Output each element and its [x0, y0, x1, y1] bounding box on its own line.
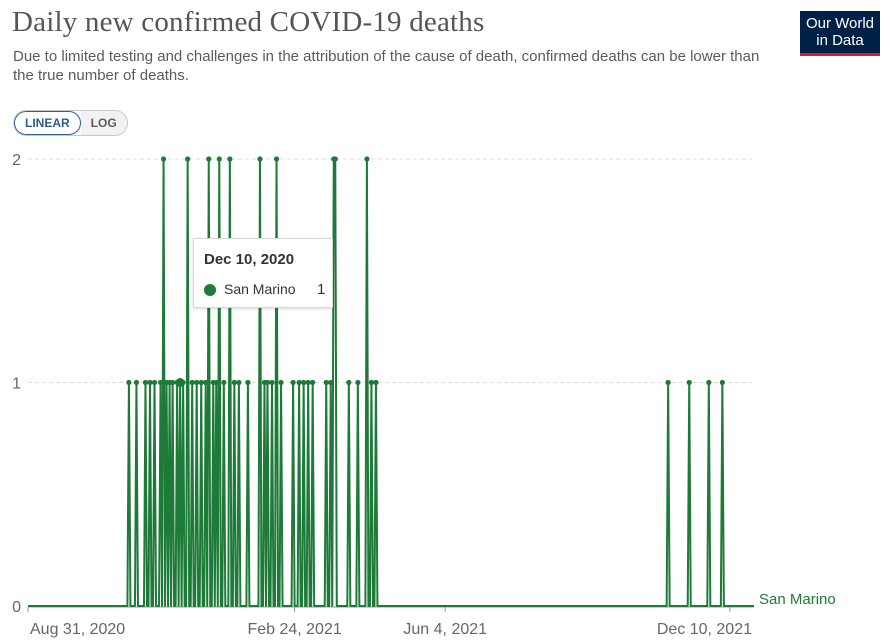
data-point-2021-03-20: [328, 379, 334, 386]
data-point-2020-12-29: [206, 156, 212, 162]
chart-title: Daily new confirmed COVID-19 deaths: [12, 6, 485, 38]
data-point-2021-01-12: [227, 156, 233, 162]
data-point-2021-02-15: [278, 379, 284, 386]
logo-line-2: in Data: [816, 32, 864, 49]
series-end-label: San Marino: [759, 591, 836, 608]
data-point-2020-12-18: [189, 379, 195, 386]
data-point-2021-11-26: [706, 379, 712, 386]
data-point-2020-11-11: [133, 379, 140, 386]
hover-tooltip: Dec 10, 2020 San Marino 1: [193, 238, 333, 308]
y-axis-ticks: 0 1 2: [12, 152, 21, 616]
data-point-2021-04-01: [346, 379, 352, 386]
data-point-2020-11-29: [160, 156, 167, 162]
tooltip-value: 1: [317, 281, 326, 298]
data-point-2020-12-12: [180, 379, 186, 386]
data-point-2021-02-27: [296, 379, 302, 386]
data-point-2021-10-30: [665, 379, 671, 386]
data-point-2020-11-20: [147, 379, 153, 386]
x-tick-label-3: Dec 10, 2021: [657, 621, 752, 638]
data-point-2020-11-17: [142, 379, 149, 386]
data-point-2020-11-06: [126, 379, 132, 386]
data-point-2021-03-05: [305, 379, 311, 386]
data-point-2021-04-13: [364, 156, 370, 162]
data-point-2021-03-08: [310, 379, 316, 386]
data-point-2021-01-05: [216, 156, 222, 162]
y-tick-label-0: 0: [12, 599, 21, 616]
grid-lines: [28, 158, 752, 383]
x-tick-label-2: Jun 4, 2021: [403, 621, 487, 638]
data-point-2021-04-07: [355, 379, 361, 386]
y-tick-label-1: 1: [12, 376, 21, 393]
data-point-2020-12-15: [185, 156, 191, 162]
data-point-2021-01-08: [221, 379, 227, 386]
logo-line-1: Our World: [805, 15, 875, 32]
data-point-2021-02-06: [264, 379, 271, 386]
series-san-marino: San Marino: [28, 156, 836, 608]
tooltip-series-name: San Marino: [224, 281, 296, 297]
owid-logo[interactable]: Our World in Data: [800, 11, 880, 56]
tooltip-date: Dec 10, 2020: [204, 251, 295, 268]
x-axis-ticks: Aug 31, 2020 Feb 24, 2021 Jun 4, 2021 Dec 1…: [27, 606, 754, 638]
data-point-2021-01-03: [213, 379, 219, 386]
data-point-2020-12-24: [198, 379, 204, 386]
data-point-2021-04-16: [368, 379, 375, 386]
data-point-2020-12-27: [203, 379, 209, 386]
data-point-2021-02-12: [273, 156, 280, 162]
series-line-san-marino: [28, 158, 754, 607]
data-point-2020-12-05: [169, 379, 176, 386]
data-point-2021-11-13: [686, 379, 692, 386]
data-point-2020-11-23: [151, 379, 158, 386]
data-point-2021-04-19: [373, 379, 379, 386]
x-tick-label-0: Aug 31, 2020: [30, 621, 125, 638]
scale-toggle: LINEAR LOG: [13, 110, 128, 136]
data-point-2021-03-02: [301, 379, 307, 386]
data-point-2021-01-24: [245, 379, 251, 386]
data-point-2021-02-09: [269, 379, 275, 386]
data-point-2021-01-18: [236, 379, 242, 386]
data-point-2021-01-15: [231, 379, 237, 386]
data-point-2020-12-21: [194, 379, 200, 386]
data-point-2021-02-23: [290, 379, 296, 386]
x-tick-label-1: Feb 24, 2021: [247, 621, 341, 638]
data-point-2021-12-05: [719, 379, 725, 386]
data-point-2021-03-23: [332, 156, 338, 162]
log-scale-button[interactable]: LOG: [80, 111, 127, 135]
tooltip-series-dot-icon: [204, 284, 216, 296]
y-tick-label-2: 2: [12, 152, 21, 169]
chart-subtitle: Due to limited testing and challenges in…: [13, 48, 760, 84]
data-point-2021-02-01: [257, 156, 263, 162]
linear-scale-button[interactable]: LINEAR: [14, 111, 81, 135]
data-point-2020-11-27: [157, 379, 164, 386]
data-point-2021-03-17: [323, 379, 329, 386]
